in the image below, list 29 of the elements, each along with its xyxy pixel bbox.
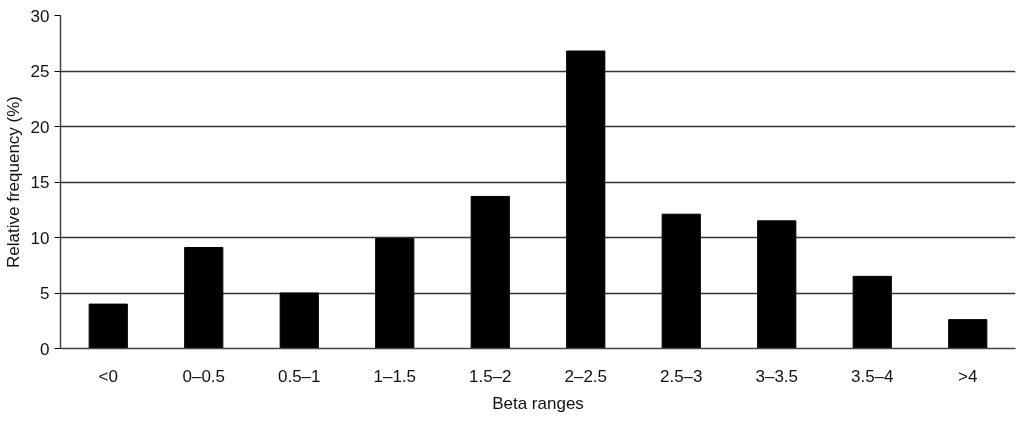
bar — [184, 246, 224, 349]
x-tick-label: 3–3.5 — [755, 366, 799, 386]
bar — [470, 195, 510, 349]
y-tick-label: 25 — [30, 62, 50, 81]
x-tick-label: 2.5–3 — [659, 366, 703, 386]
bar — [88, 303, 128, 349]
y-tick-label: 10 — [30, 228, 50, 248]
x-tick-label: 2–2.5 — [564, 366, 608, 386]
bar — [852, 275, 892, 349]
y-tick-label: 20 — [30, 117, 50, 137]
y-tick-label: 15 — [30, 173, 50, 192]
y-axis-title: Relative frequency (%) — [3, 96, 23, 268]
x-tick-label: 3.5–4 — [850, 366, 894, 386]
x-tick-label: 0–0.5 — [182, 366, 226, 386]
x-axis-title: Beta ranges — [492, 393, 584, 413]
bar — [566, 50, 606, 349]
x-tick-label: 0.5–1 — [277, 366, 321, 386]
bar — [661, 213, 701, 349]
y-tick-label: 0 — [40, 339, 50, 359]
y-tick-label: 5 — [40, 284, 50, 303]
x-tick-label: 1.5–2 — [468, 366, 512, 386]
bar — [375, 238, 415, 349]
x-tick-label: 1–1.5 — [373, 366, 417, 386]
x-tick-label: <0 — [98, 366, 118, 386]
bar — [948, 319, 988, 349]
y-tick-label: 30 — [30, 6, 50, 26]
bar — [757, 220, 797, 349]
bar — [279, 292, 319, 349]
x-tick-label: >4 — [958, 366, 978, 386]
